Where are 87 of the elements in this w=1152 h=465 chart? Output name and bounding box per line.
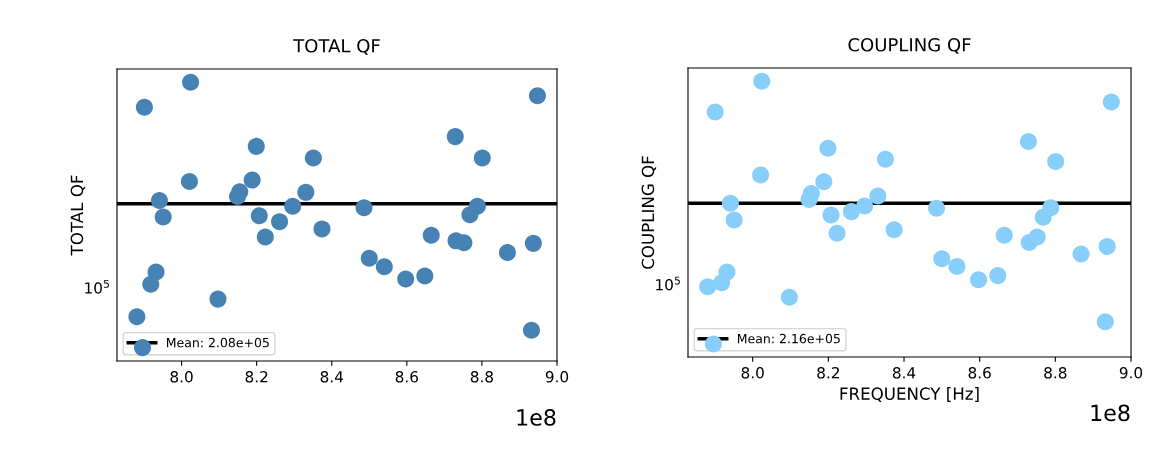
x-tick-label: 8.0 (741, 366, 764, 379)
point (828, 224, 846, 242)
point (1028, 228, 1046, 246)
point (524, 234, 542, 252)
point (1019, 133, 1037, 151)
point (182, 73, 200, 91)
x-tick-label: 8.2 (245, 370, 268, 383)
point (721, 194, 739, 212)
point (397, 270, 415, 288)
point (355, 199, 373, 217)
x-tick-label: 8.2 (817, 366, 839, 379)
point (753, 72, 771, 90)
point (243, 171, 261, 189)
point (819, 139, 837, 157)
chart-title: COUPLING QF (848, 37, 971, 54)
point (1072, 245, 1090, 263)
point (713, 274, 731, 292)
text: 10$^{5}$ (85, 279, 109, 294)
x-tick-label: 9.0 (545, 370, 569, 383)
point (699, 278, 717, 296)
point (313, 220, 331, 238)
point (970, 271, 988, 289)
point (142, 275, 160, 293)
point (271, 213, 289, 231)
point (461, 206, 479, 224)
point (989, 267, 1007, 285)
point (995, 226, 1013, 244)
point (933, 250, 951, 268)
point (416, 267, 434, 285)
point (297, 183, 315, 201)
point (256, 228, 274, 246)
legend-label: Mean: 2.08e+05 (166, 337, 269, 348)
point (360, 249, 378, 267)
point (928, 199, 946, 217)
point (815, 173, 833, 191)
point (1047, 152, 1065, 170)
point (229, 188, 247, 206)
point (128, 308, 146, 326)
point (209, 290, 227, 308)
text: 10$^{5}$ (656, 276, 680, 291)
point (304, 149, 322, 167)
point (1102, 93, 1120, 111)
chart-title: TOTAL QF (293, 38, 380, 55)
point (180, 172, 198, 190)
point (704, 335, 722, 353)
point (446, 128, 464, 146)
point (869, 187, 887, 205)
point (1098, 237, 1116, 255)
point (842, 203, 860, 221)
text: 1e8 (1091, 404, 1130, 422)
point (498, 244, 516, 262)
point (706, 103, 724, 121)
point (876, 150, 894, 168)
point (422, 226, 440, 244)
point (752, 166, 770, 184)
point (284, 197, 302, 215)
x-tick-label: 8.8 (1044, 366, 1067, 379)
point (780, 288, 798, 306)
x-axis-title: FREQUENCY [Hz] (840, 387, 979, 402)
x-tick-label: 8.6 (968, 366, 991, 379)
x-tick-label: 8.4 (320, 370, 344, 383)
text: 1e8 (517, 409, 556, 426)
point (856, 197, 874, 215)
y-axis-title: COUPLING QF (641, 156, 657, 269)
x-tick-label: 8.6 (395, 370, 419, 383)
point (375, 258, 393, 276)
point (948, 258, 966, 276)
point (725, 211, 743, 229)
point (135, 98, 153, 116)
y-axis-title: TOTAL QF (70, 175, 86, 256)
point (154, 208, 172, 226)
point (150, 191, 168, 209)
point (134, 339, 152, 357)
point (1096, 313, 1114, 331)
point (522, 321, 540, 339)
x-tick-label: 9.0 (1119, 366, 1143, 379)
point (528, 87, 546, 105)
x-tick-label: 8.8 (470, 370, 494, 383)
legend-label: Mean: 2.16e+05 (737, 333, 840, 344)
x-tick-label: 8.0 (170, 370, 193, 383)
x-tick-label: 8.4 (892, 366, 916, 379)
point (247, 137, 265, 155)
point (1034, 208, 1052, 226)
point (822, 206, 840, 224)
point (473, 149, 491, 167)
point (885, 221, 903, 239)
point (250, 207, 268, 225)
